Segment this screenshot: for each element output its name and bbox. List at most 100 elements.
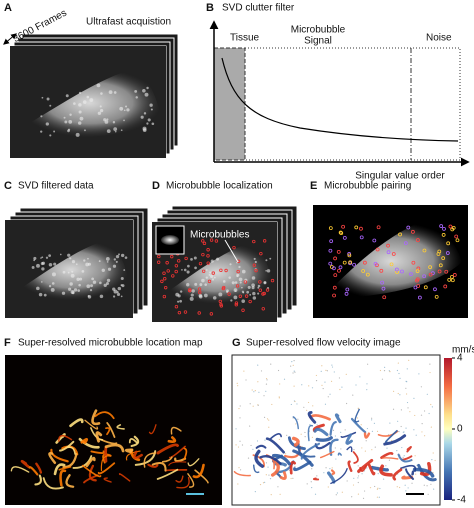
speckle: [76, 277, 80, 281]
speckle: [428, 412, 430, 415]
speckle: [415, 434, 417, 436]
vessel: [42, 477, 64, 490]
vessel: [297, 442, 316, 458]
speckle: [199, 283, 203, 287]
localization: [244, 294, 249, 298]
pair-mark: [389, 262, 394, 267]
speckle: [210, 274, 214, 279]
vessel: [259, 455, 282, 465]
speckle: [397, 362, 399, 364]
speckle: [189, 296, 194, 301]
speckle: [106, 278, 111, 283]
speckle: [355, 384, 357, 386]
pair-mark: [448, 224, 453, 229]
speckle: [363, 490, 366, 492]
speckle: [177, 294, 181, 298]
speckle: [71, 270, 74, 273]
vessel: [270, 433, 282, 440]
speckle: [312, 405, 314, 407]
pair-mark: [345, 287, 350, 292]
speckle: [193, 256, 197, 260]
speckle: [374, 485, 376, 488]
pair-mark: [328, 226, 333, 231]
speckle: [413, 429, 415, 431]
speckle: [151, 122, 155, 126]
pair-mark: [442, 226, 446, 231]
vessel: [151, 461, 167, 472]
pair-mark: [455, 238, 460, 243]
vessel: [183, 447, 188, 461]
vessel: [125, 450, 141, 461]
speckle: [218, 292, 223, 297]
speckle: [107, 267, 112, 271]
pair-mark: [328, 248, 333, 253]
speckle: [398, 430, 400, 433]
pair-mark: [417, 295, 422, 300]
speckle: [323, 472, 325, 474]
speckle: [245, 379, 247, 381]
pair-mark: [339, 231, 344, 236]
speckle: [290, 365, 292, 367]
speckle: [259, 483, 262, 486]
pair-mark: [445, 251, 450, 255]
pair-mark: [422, 274, 427, 279]
speckle: [46, 97, 50, 101]
localization: [157, 254, 161, 259]
speckle: [77, 289, 80, 292]
vessel: [90, 450, 106, 454]
speckle: [209, 271, 212, 274]
vessel: [168, 445, 186, 459]
speckle: [265, 474, 267, 476]
localization: [238, 294, 243, 298]
vessel: [81, 464, 102, 478]
speckle: [433, 488, 435, 490]
vessel: [271, 453, 291, 466]
speckle: [40, 257, 42, 259]
speckle: [51, 282, 55, 285]
speckle: [353, 477, 355, 479]
vessel: [62, 453, 78, 469]
speckle: [346, 480, 348, 482]
speckle: [241, 269, 246, 274]
speckle: [388, 370, 390, 372]
localization: [262, 291, 266, 296]
pair-mark: [443, 284, 448, 289]
speckle: [277, 486, 279, 488]
localization: [219, 268, 223, 273]
pair-mark: [409, 272, 413, 277]
speckle: [101, 268, 105, 272]
speckle: [265, 390, 267, 392]
speckle: [265, 377, 268, 380]
vessel: [65, 474, 75, 488]
tissue-region: [213, 47, 246, 161]
speckle: [300, 433, 302, 435]
speckle: [123, 269, 126, 271]
speckle: [399, 377, 401, 379]
speckle: [357, 475, 360, 477]
speckle: [346, 402, 348, 405]
vessel: [383, 434, 407, 446]
speckle: [392, 408, 395, 410]
speckle: [40, 130, 43, 133]
pair-mark: [437, 249, 442, 254]
vessel: [94, 411, 115, 420]
vessel: [350, 417, 367, 434]
speckle: [50, 287, 55, 292]
speckle: [203, 293, 208, 298]
speckle: [406, 368, 408, 370]
vessel: [265, 437, 286, 454]
vessel: [345, 433, 353, 445]
speckle: [384, 366, 386, 368]
speckle: [238, 407, 240, 410]
speckle: [423, 484, 425, 486]
localization: [165, 261, 169, 265]
vessel: [392, 468, 403, 481]
speckle: [194, 282, 198, 286]
localization: [248, 299, 252, 304]
speckle: [237, 483, 239, 485]
speckle: [36, 263, 40, 268]
localization: [197, 311, 201, 315]
localization: [209, 312, 214, 316]
speckle: [423, 410, 426, 412]
speckle: [335, 458, 337, 460]
